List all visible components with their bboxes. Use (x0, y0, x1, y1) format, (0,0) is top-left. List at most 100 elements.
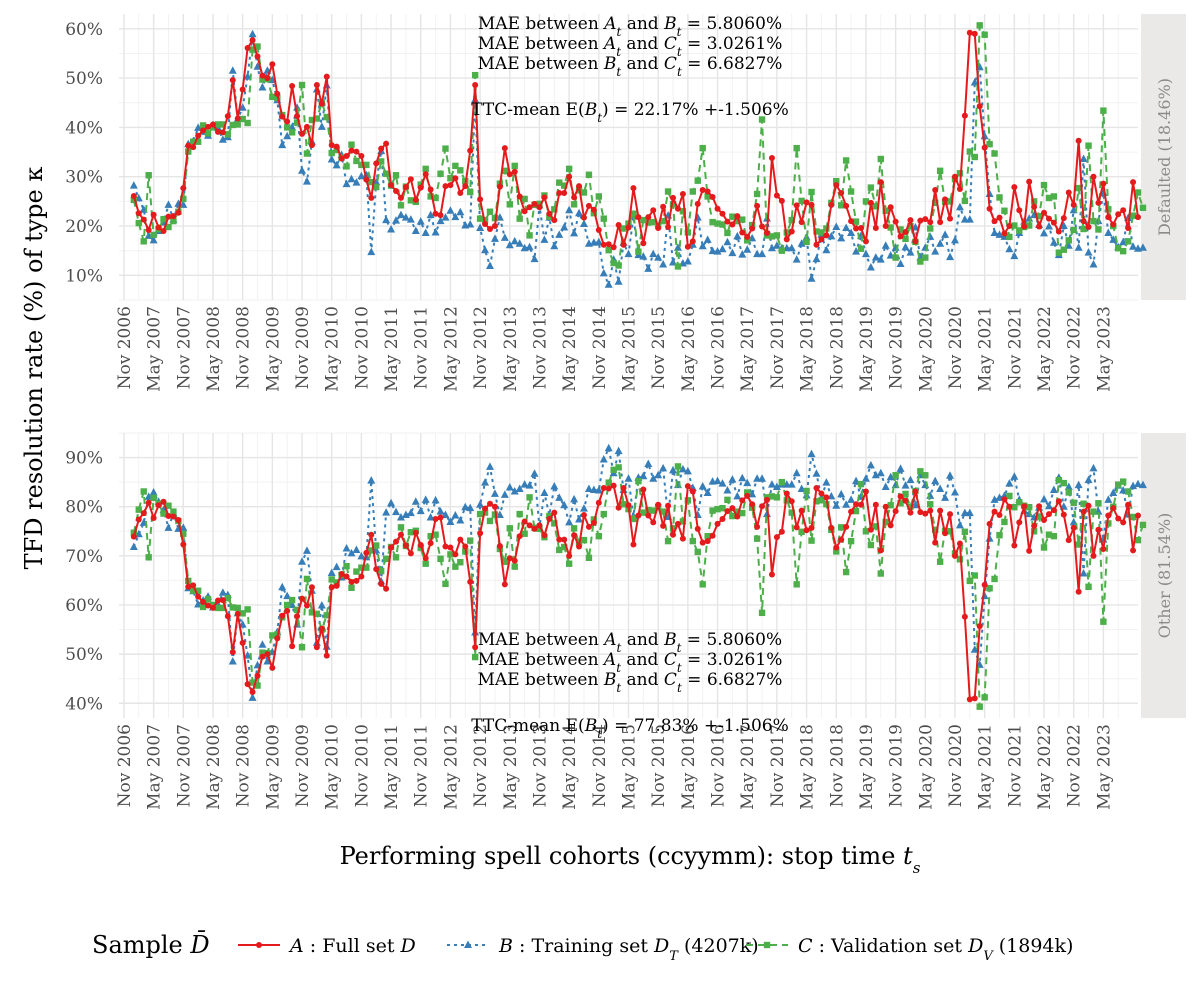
data-point-B (485, 261, 494, 269)
data-point-B (866, 460, 875, 469)
data-point-C (1060, 246, 1068, 253)
data-point-C (694, 548, 701, 556)
data-point-A (1001, 230, 1008, 237)
data-point-B (258, 82, 267, 91)
data-point-A (1135, 214, 1141, 221)
data-point-B (579, 219, 588, 228)
data-point-C (986, 585, 993, 592)
data-point-A (462, 543, 469, 550)
data-point-A (942, 196, 949, 203)
data-point-A (1090, 552, 1097, 559)
data-point-A (130, 533, 137, 540)
data-point-B (298, 166, 307, 174)
data-point-B (842, 500, 851, 508)
data-point-C (407, 197, 415, 204)
data-point-C (1050, 532, 1058, 540)
data-point-A (620, 485, 627, 492)
data-point-C (719, 221, 726, 228)
data-point-A (368, 194, 375, 201)
data-point-B (1040, 494, 1049, 503)
data-point-A (867, 526, 874, 533)
data-point-A (912, 488, 919, 495)
x-tick-label: Nov 2006 (115, 724, 135, 807)
data-point-C (595, 532, 603, 540)
data-point-C (382, 555, 390, 562)
data-point-C (753, 535, 761, 542)
x-tick-label: Nov 2011 (412, 724, 432, 807)
data-point-A (754, 523, 761, 530)
data-point-C (847, 188, 855, 195)
data-point-C (803, 487, 810, 495)
data-point-C (615, 464, 622, 471)
data-point-A (491, 223, 498, 230)
data-point-A (303, 123, 310, 130)
data-point-A (1031, 522, 1038, 529)
data-point-B (565, 517, 574, 526)
data-point-C (862, 528, 870, 535)
data-point-C (1124, 238, 1132, 245)
data-point-A (813, 241, 820, 248)
data-point-A (150, 211, 157, 218)
data-point-B (1010, 472, 1019, 480)
data-point-C (852, 507, 860, 515)
data-point-B (644, 459, 653, 467)
data-point-C (313, 115, 321, 122)
legend-item-B: B : Training set DT (4207k) (447, 935, 759, 964)
data-point-C (1070, 226, 1077, 234)
data-point-A (788, 498, 795, 505)
y-tick-label: 70% (65, 547, 103, 567)
data-point-B (738, 473, 747, 482)
data-point-A (516, 533, 523, 540)
y-tick-label: 50% (65, 69, 103, 89)
y-tick-label: 60% (65, 20, 103, 40)
data-point-C (669, 525, 677, 532)
data-point-C (313, 610, 321, 618)
data-point-C (867, 184, 875, 191)
data-point-A (917, 509, 924, 516)
data-point-C (363, 161, 370, 169)
data-point-A (571, 532, 578, 539)
data-point-C (620, 225, 627, 232)
data-point-A (407, 550, 414, 557)
data-point-B (1005, 479, 1014, 487)
data-point-C (1119, 478, 1127, 485)
data-point-A (1125, 225, 1132, 232)
data-point-B (639, 471, 648, 480)
data-point-B (278, 582, 287, 591)
data-point-B (446, 517, 455, 525)
data-point-A (645, 214, 652, 221)
data-point-A (1120, 519, 1127, 526)
data-point-A (239, 86, 246, 93)
data-point-B (698, 482, 707, 490)
data-point-A (699, 539, 706, 546)
data-point-A (432, 210, 439, 217)
data-point-C (818, 229, 825, 236)
x-tick-label: Nov 2014 (590, 306, 610, 389)
data-point-A (477, 196, 484, 203)
data-point-A (1110, 221, 1117, 228)
data-point-C (699, 581, 706, 588)
data-point-C (1055, 476, 1063, 484)
data-point-B (461, 502, 470, 511)
data-point-C (1129, 212, 1137, 219)
data-point-C (833, 177, 840, 185)
data-point-A (867, 199, 874, 206)
data-point-C (521, 195, 528, 203)
data-point-A (699, 187, 706, 194)
data-point-A (1016, 519, 1023, 526)
data-point-C (511, 563, 518, 570)
data-point-C (343, 163, 350, 170)
data-point-A (1001, 496, 1008, 503)
data-point-A (759, 503, 766, 510)
data-point-B (1059, 221, 1068, 230)
data-point-A (996, 512, 1003, 519)
data-point-B (392, 507, 401, 516)
data-point-A (467, 578, 474, 585)
data-point-B (901, 242, 910, 251)
data-point-B (332, 562, 341, 571)
data-point-B (703, 235, 712, 243)
x-tick-label: May 2012 (441, 724, 461, 810)
data-point-C (560, 543, 568, 551)
data-point-C (887, 224, 894, 231)
data-point-A (828, 524, 835, 531)
